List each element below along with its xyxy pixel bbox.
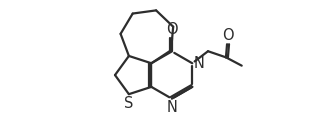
- Text: O: O: [222, 28, 234, 43]
- Text: O: O: [166, 22, 177, 37]
- Text: N: N: [167, 100, 177, 115]
- Text: N: N: [193, 56, 204, 71]
- Text: S: S: [124, 96, 134, 111]
